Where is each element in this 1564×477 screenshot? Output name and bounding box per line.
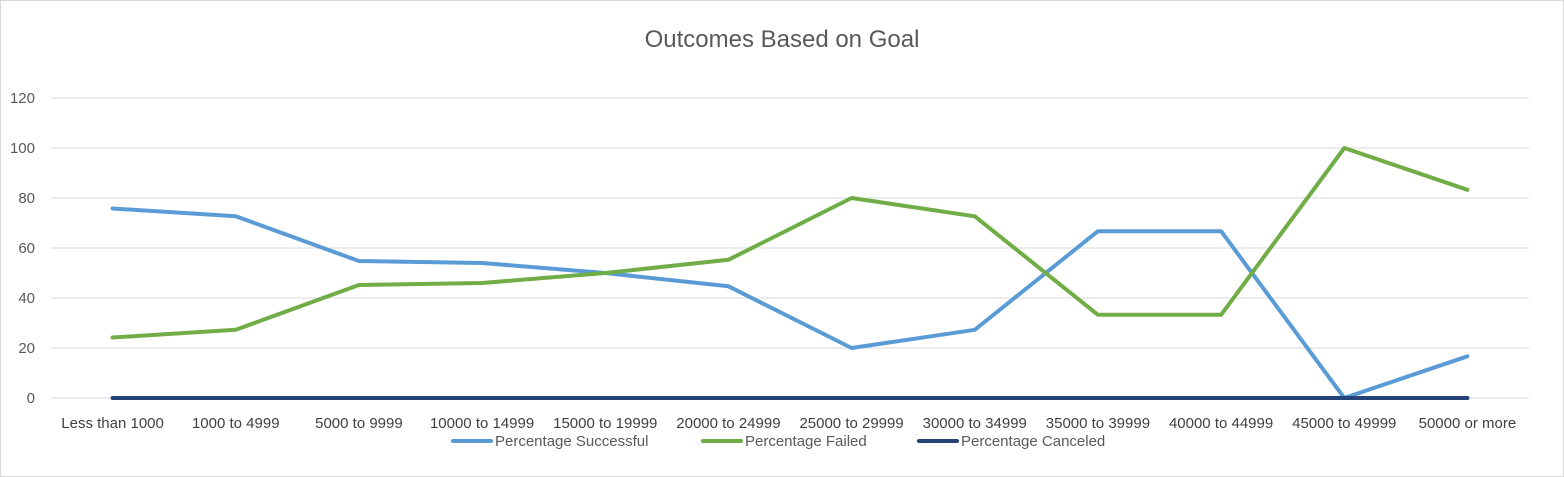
x-tick-label: 45000 to 49999 xyxy=(1292,415,1396,432)
legend: Percentage Successful Percentage Failed Pe… xyxy=(451,433,1105,450)
gridlines xyxy=(51,97,1529,399)
x-tick-label: 1000 to 4999 xyxy=(192,415,280,432)
x-tick-label: 25000 to 29999 xyxy=(799,415,903,432)
x-tick-label: 15000 to 19999 xyxy=(553,415,657,432)
y-tick-label: 80 xyxy=(18,190,35,207)
y-tick-label: 120 xyxy=(10,90,35,107)
series-line-2 xyxy=(110,146,1470,340)
x-tick-label: 20000 to 24999 xyxy=(676,415,780,432)
y-tick-label: 0 xyxy=(27,390,35,407)
legend-entry-label: Percentage Canceled xyxy=(961,433,1105,450)
legend-entry-label: Percentage Successful xyxy=(495,433,648,450)
y-tick-label: 40 xyxy=(18,290,35,307)
x-tick-label: 5000 to 9999 xyxy=(315,415,403,432)
y-tick-label: 100 xyxy=(10,140,35,157)
chart-title: Outcomes Based on Goal xyxy=(645,26,920,53)
x-tick-label: Less than 1000 xyxy=(61,415,164,432)
x-tick-label: 40000 to 44999 xyxy=(1169,415,1273,432)
x-tick-label: 50000 or more xyxy=(1419,415,1517,432)
y-tick-label: 20 xyxy=(18,340,35,357)
series-line-1 xyxy=(110,206,1470,400)
y-tick-label: 60 xyxy=(18,240,35,257)
y-axis-ticks: 0 20 40 60 80 100 120 xyxy=(10,90,35,407)
x-tick-label: 30000 to 34999 xyxy=(923,415,1027,432)
x-tick-label: 35000 to 39999 xyxy=(1046,415,1150,432)
x-tick-label: 10000 to 14999 xyxy=(430,415,534,432)
x-axis-ticks: Less than 1000 1000 to 4999 5000 to 9999 10… xyxy=(61,415,1516,432)
legend-entry-label: Percentage Failed xyxy=(745,433,867,450)
series-lines xyxy=(110,146,1470,400)
